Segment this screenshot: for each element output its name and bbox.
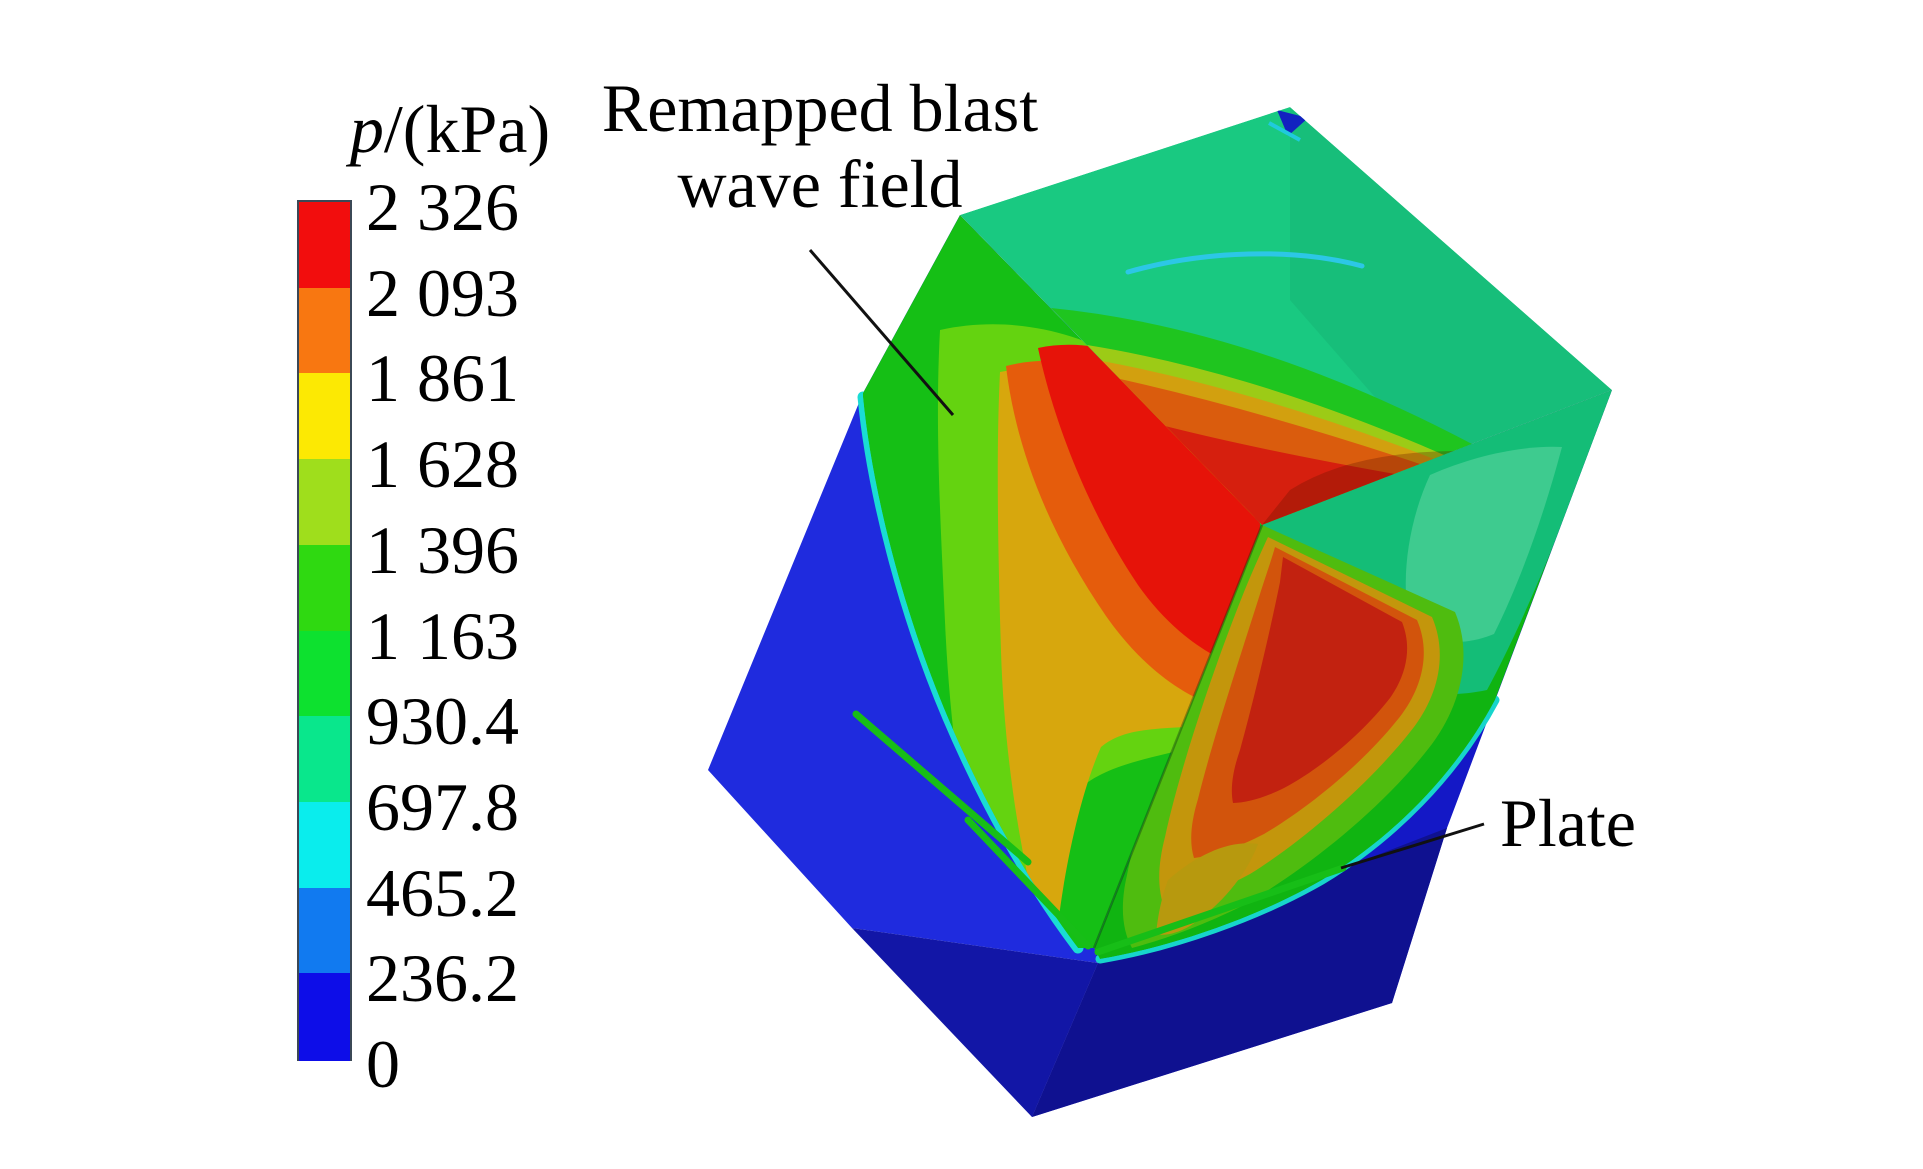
colorbar-tick-label: 1 628 — [366, 426, 519, 503]
colorbar-tick-label: 2 093 — [366, 254, 519, 331]
plate-edge-line-left-lower — [964, 816, 1092, 950]
colorbar-tick-label: 2 326 — [366, 169, 519, 245]
colorbar-block — [299, 630, 350, 719]
cube-bottom-left-face — [852, 928, 1098, 1117]
colorbar — [297, 200, 352, 1062]
colorbar-tick-label: 697.8 — [366, 768, 519, 845]
blast-region-right-group — [1094, 390, 1612, 959]
colorbar-block — [299, 973, 350, 1062]
top-face-shading — [1290, 107, 1612, 460]
legend-title: p/(kPa) — [330, 92, 570, 166]
colorbar-tick-label: 236.2 — [366, 940, 519, 1017]
plate-annotation-line — [1340, 822, 1485, 870]
right-band-gold-lower — [1156, 843, 1258, 935]
right-band-red — [1231, 557, 1408, 803]
plate-edge-line-right — [1094, 864, 1347, 956]
colorbar-tick-label: 465.2 — [366, 854, 519, 931]
colorbar-ticks: 2 326 2 093 1 861 1 628 1 396 1 163 930.4 697.8… — [366, 170, 626, 1102]
colorbar-tick-label: 1 163 — [366, 597, 519, 674]
colorbar-tick-label: 1 396 — [366, 511, 519, 588]
right-band-mint — [1405, 446, 1562, 642]
plate-edge-line-left-upper — [852, 710, 1032, 866]
colorbar-block — [299, 887, 350, 976]
colorbar-block — [299, 459, 350, 548]
colorbar-block — [299, 202, 350, 290]
blast-field-label-line1: Remapped blast — [601, 70, 1039, 146]
top-band-red — [1165, 426, 1395, 525]
colorbar-tick-label: 930.4 — [366, 683, 519, 760]
colorbar-tick-label: 0 — [366, 1026, 400, 1102]
legend-title-units: /(kPa) — [383, 91, 551, 167]
colorbar-block — [299, 716, 350, 805]
colorbar-block — [299, 801, 350, 890]
apex-blue-patch — [1277, 110, 1308, 136]
plate-edge-lines — [852, 710, 1347, 956]
blast-field-label: Remapped blast wave field — [545, 70, 1095, 222]
colorbar-block — [299, 287, 350, 376]
blast-field-label-line2: wave field — [677, 146, 963, 222]
apex-cyan-line — [1268, 121, 1301, 142]
cube-top-face — [960, 107, 1612, 525]
top-face-cyan-streak — [1125, 251, 1365, 275]
colorbar-block — [299, 544, 350, 633]
legend-title-variable: p — [349, 91, 384, 167]
colorbar-block — [299, 373, 350, 462]
fold-edge-line — [1092, 524, 1264, 949]
colorbar-tick-label: 1 861 — [366, 340, 519, 417]
plate-label: Plate — [1500, 785, 1636, 861]
cube-bottom-right-face — [1032, 828, 1447, 1117]
blast-annotation-line — [808, 249, 955, 416]
